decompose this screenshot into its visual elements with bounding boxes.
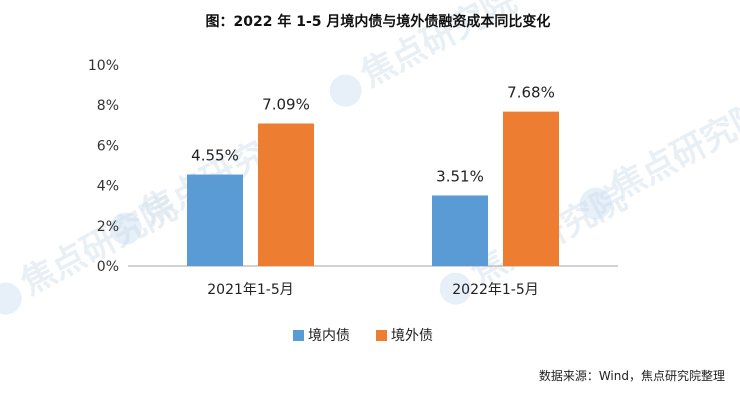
data-label: 4.55% — [191, 147, 239, 165]
data-label: 7.68% — [507, 84, 555, 102]
watermark: 焦点研究院 — [579, 93, 740, 220]
y-tick-label: 2% — [97, 219, 119, 235]
legend-swatch — [293, 330, 304, 341]
data-label: 3.51% — [436, 167, 484, 185]
chart-title: 图：2022 年 1-5 月境内债与境外债融资成本同比变化 — [206, 13, 551, 30]
bar — [258, 123, 314, 266]
y-tick-label: 4% — [97, 179, 119, 195]
legend: 境内债 境外债 — [293, 328, 433, 344]
y-tick-label: 0% — [97, 259, 119, 275]
x-axis: 2021年1-5月 2022年1-5月 — [128, 265, 618, 298]
source-note: 数据来源：Wind，焦点研究院整理 — [539, 368, 725, 383]
legend-entry: 境内债 — [308, 328, 350, 344]
bar — [503, 111, 559, 266]
y-tick-label: 8% — [97, 98, 119, 114]
bar — [432, 195, 488, 266]
legend-swatch — [376, 330, 387, 341]
x-category-label: 2021年1-5月 — [207, 282, 294, 298]
data-label: 7.09% — [262, 95, 310, 113]
legend-entry: 境外债 — [391, 328, 433, 344]
bar — [187, 174, 243, 266]
x-category-label: 2022年1-5月 — [452, 282, 539, 298]
y-tick-label: 10% — [88, 58, 119, 74]
y-axis: 0% 2% 4% 6% 8% 10% — [88, 58, 119, 275]
watermark-text: 焦点研究院 — [604, 93, 740, 208]
bars: 4.55% 7.09% 3.51% 7.68% — [187, 84, 559, 266]
y-tick-label: 6% — [97, 138, 119, 154]
